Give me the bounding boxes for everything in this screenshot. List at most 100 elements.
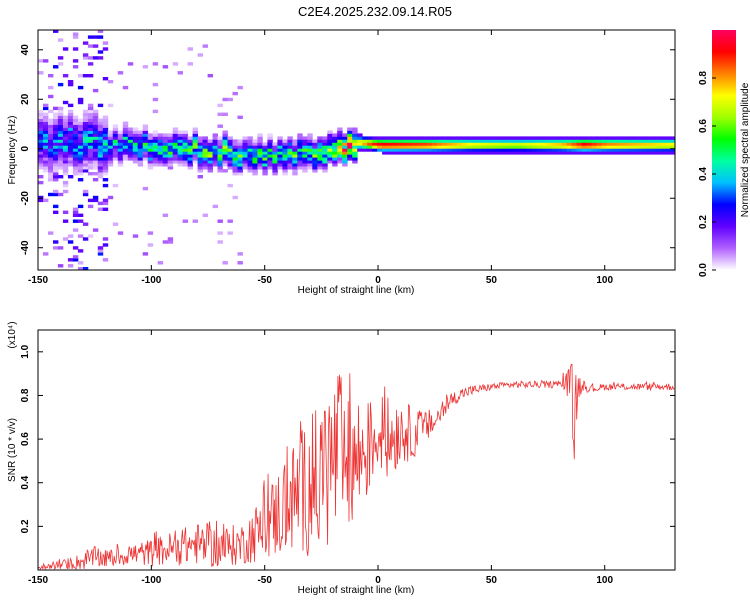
spectrogram-cell — [576, 145, 582, 149]
spectrogram-cell — [317, 136, 323, 140]
spectrogram-cell — [636, 148, 642, 152]
spectrogram-cell — [392, 145, 398, 149]
spectrogram-cell — [187, 142, 193, 146]
spectrogram-cell — [227, 142, 233, 146]
spectrogram-cell — [62, 154, 69, 158]
spectrogram-cell — [526, 151, 533, 155]
spectrogram-cell — [107, 130, 114, 134]
spectrogram-cell — [302, 163, 308, 167]
spectrogram-cell — [177, 157, 183, 161]
spectrogram-cell — [397, 151, 403, 155]
spectrogram-cell — [432, 139, 438, 143]
spectrogram-cell — [77, 74, 84, 78]
spectrogram-cell — [77, 172, 84, 176]
spectrogram-cell — [327, 148, 333, 152]
spectrogram-cell — [272, 148, 278, 152]
spectrogram-cell — [591, 145, 597, 149]
spectrogram-cell — [456, 145, 463, 149]
spectrogram-cell — [526, 148, 533, 152]
spectrogram-cell — [48, 169, 54, 173]
spectrogram-cell — [466, 136, 473, 140]
spectrogram-cell — [97, 249, 104, 253]
spectrogram-cell — [77, 234, 84, 238]
spectrogram-cell — [102, 163, 109, 167]
spectrogram-cell — [252, 172, 258, 176]
snr-line — [38, 363, 675, 570]
spectrogram-cell — [102, 166, 109, 170]
spectrogram-cell — [347, 136, 353, 140]
spectrogram-cell — [671, 142, 675, 146]
spectrogram-cell — [417, 142, 423, 146]
spectrogram-cell — [167, 136, 174, 140]
spectrogram-cell — [62, 160, 69, 164]
spectrogram-cell — [347, 151, 353, 155]
spectrogram-cell — [187, 163, 193, 167]
spectrogram-cell — [38, 109, 44, 114]
spectrogram-cell — [162, 148, 169, 152]
snr-x-axis-label: Height of straight line (km) — [298, 585, 415, 596]
spectrogram-cell — [312, 160, 318, 164]
spectrogram-cell — [322, 166, 328, 170]
spectrogram-cell — [237, 151, 243, 155]
spectrogram-cell — [417, 139, 423, 143]
spectrogram-cell — [107, 151, 114, 155]
spectrogram-cell — [257, 157, 263, 161]
spectrogram-cell — [82, 222, 89, 226]
spectrogram-cell — [48, 163, 54, 167]
spectrogram-cell — [247, 169, 253, 173]
spectrogram-cell — [67, 109, 74, 114]
spectrogram-cell — [202, 157, 208, 161]
spectrogram-cell — [661, 136, 667, 140]
spectrogram-cell — [53, 157, 59, 161]
spectrogram-cell — [57, 151, 64, 155]
spectrogram-cell — [541, 145, 548, 149]
spectrogram-cell — [62, 118, 69, 122]
spectrogram-cell — [197, 142, 203, 146]
spectrogram-cell — [152, 157, 159, 161]
spectrogram-cell — [242, 136, 248, 140]
spectrogram-cell — [521, 139, 528, 143]
spectrogram-panel: -150 -100 -50 0 50 100 -40 -20 0 20 40 Height of … — [7, 29, 676, 296]
spectrogram-y-axis-label: Frequency (Hz) — [7, 116, 18, 185]
spectrogram-cell — [192, 142, 198, 146]
snr-x-ticks: -150 -100 -50 0 50 100 — [28, 330, 614, 586]
spectrogram-cell — [232, 160, 238, 164]
spectrogram-cell — [97, 166, 104, 170]
spectrogram-cell — [82, 136, 89, 140]
spectrogram-cell — [237, 139, 243, 143]
spectrogram-cell — [62, 163, 69, 167]
spectrogram-cell — [87, 234, 94, 238]
spectrogram-cell — [77, 130, 84, 134]
spectrogram-cell — [97, 172, 104, 176]
spectrogram-cell — [252, 163, 258, 167]
spectrogram-cell — [242, 148, 248, 152]
spectrogram-cell — [307, 151, 313, 155]
spectrogram-cell — [117, 154, 124, 158]
spectrogram-cell — [202, 213, 208, 217]
spectrogram-cell — [192, 136, 198, 140]
spectrogram-cell — [102, 237, 109, 241]
spectrogram-cell — [272, 169, 278, 173]
spectrogram-cell — [556, 151, 563, 155]
spectrogram-cell — [192, 148, 198, 152]
spectrogram-cell — [152, 130, 159, 134]
spectrogram-cell — [581, 142, 587, 146]
spectrogram-cell — [62, 210, 69, 214]
spectrogram-cell — [72, 121, 79, 125]
spectrogram-cell — [402, 142, 408, 146]
spectrogram-cell — [387, 142, 393, 146]
spectrogram-cell — [456, 139, 463, 143]
spectrogram-cell — [162, 133, 169, 137]
spectrogram-cell — [297, 133, 303, 137]
spectrogram-cell — [92, 121, 99, 125]
spectrogram-cell — [392, 151, 398, 155]
spectrogram-cell — [302, 169, 308, 173]
spectrogram-cell — [317, 151, 323, 155]
spectrogram-cell — [207, 145, 213, 149]
spectrogram-cell — [107, 163, 114, 167]
spectrogram-cell — [97, 30, 104, 33]
spectrogram-cell — [521, 136, 528, 140]
spectrogram-cell — [277, 154, 283, 158]
spectrogram-cell — [232, 195, 238, 200]
spectrogram-cell — [496, 139, 503, 143]
